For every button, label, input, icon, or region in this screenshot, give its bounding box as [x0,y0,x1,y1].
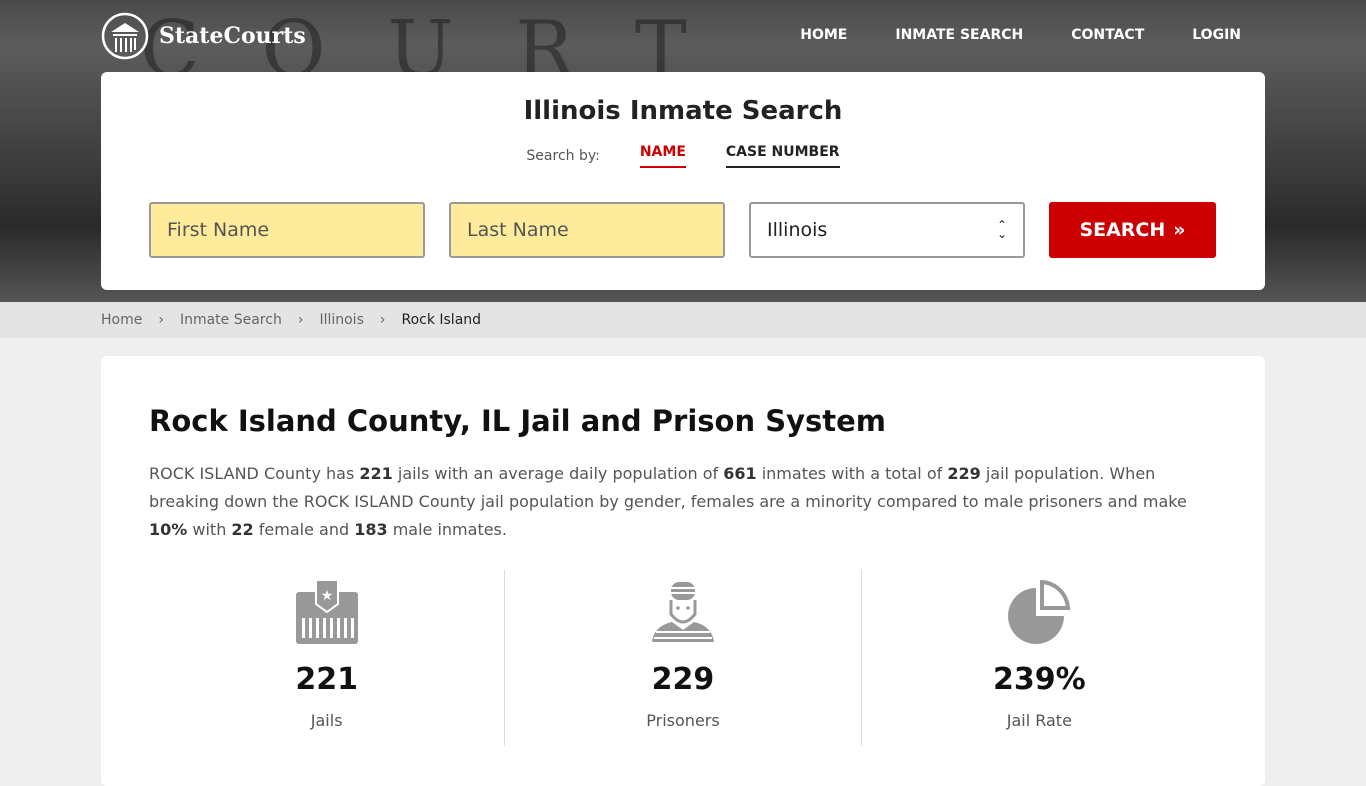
search-button-label: SEARCH [1079,219,1166,241]
breadcrumb-current: Rock Island [401,312,482,328]
select-arrows-icon: ⌃ ⌄ [996,218,1007,241]
state-value: Illinois [767,219,828,241]
hero-banner: COURT HOUSE StateCourts HOME INMATE SEAR… [0,0,1366,302]
nav-inmate-search[interactable]: INMATE SEARCH [895,27,1024,43]
stat-jails: ★ 221 Jails [149,570,504,746]
breadcrumb-illinois[interactable]: Illinois [319,312,364,328]
first-name-input[interactable]: First Name [149,202,425,258]
svg-text:★: ★ [320,588,333,604]
nav-contact[interactable]: CONTACT [1071,27,1145,43]
breadcrumb: Home › Inmate Search › Illinois › Rock Isla… [0,302,1366,338]
jail-icon: ★ [295,579,358,644]
breadcrumb-inmate-search[interactable]: Inmate Search [179,312,282,328]
double-chevron-right-icon: » [1173,219,1186,241]
chevron-right-icon: › [158,312,164,328]
summary-paragraph: ROCK ISLAND County has 221 jails with an… [149,464,1187,539]
stat-jail-rate: 239% Jail Rate [860,570,1217,746]
stat-value: 239% [992,662,1086,697]
prisoner-icon [651,582,714,642]
chevron-right-icon: › [379,312,386,328]
tab-name[interactable]: NAME [639,144,686,168]
breadcrumb-home[interactable]: Home [101,312,143,328]
courthouse-logo-icon [101,12,149,60]
pie-chart-icon [1008,579,1071,644]
main-nav: HOME INMATE SEARCH CONTACT LOGIN [800,27,1241,43]
nav-login[interactable]: LOGIN [1192,27,1241,43]
stat-label: Prisoners [646,711,720,730]
chevron-right-icon: › [297,312,304,328]
search-card: Illinois Inmate Search Search by: NAME C… [101,72,1265,290]
tab-case-number[interactable]: CASE NUMBER [725,144,840,168]
stat-label: Jails [310,711,343,730]
page-title: Rock Island County, IL Jail and Prison S… [149,404,887,438]
stat-value: 221 [295,662,358,697]
last-name-input[interactable]: Last Name [449,202,725,258]
search-title: Illinois Inmate Search [523,96,843,126]
stat-prisoners: 229 Prisoners [504,570,860,746]
logo[interactable]: StateCourts [101,12,306,60]
search-button[interactable]: SEARCH » [1049,202,1216,258]
logo-text: StateCourts [159,23,306,49]
stat-label: Jail Rate [1006,711,1072,730]
content-card: Rock Island County, IL Jail and Prison S… [101,356,1265,786]
state-select[interactable]: Illinois ⌃ ⌄ [749,202,1025,258]
stat-value: 229 [651,662,715,697]
nav-home[interactable]: HOME [800,27,848,43]
search-by-label: Search by: [526,148,600,164]
